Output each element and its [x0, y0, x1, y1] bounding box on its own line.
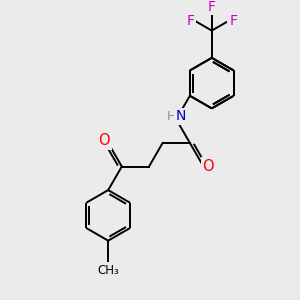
- Text: F: F: [186, 14, 194, 28]
- Text: F: F: [208, 0, 216, 14]
- Text: F: F: [229, 14, 237, 28]
- Text: O: O: [202, 159, 214, 174]
- Text: H: H: [167, 110, 176, 123]
- Text: O: O: [98, 134, 110, 148]
- Text: N: N: [176, 110, 186, 123]
- Text: CH₃: CH₃: [97, 264, 119, 277]
